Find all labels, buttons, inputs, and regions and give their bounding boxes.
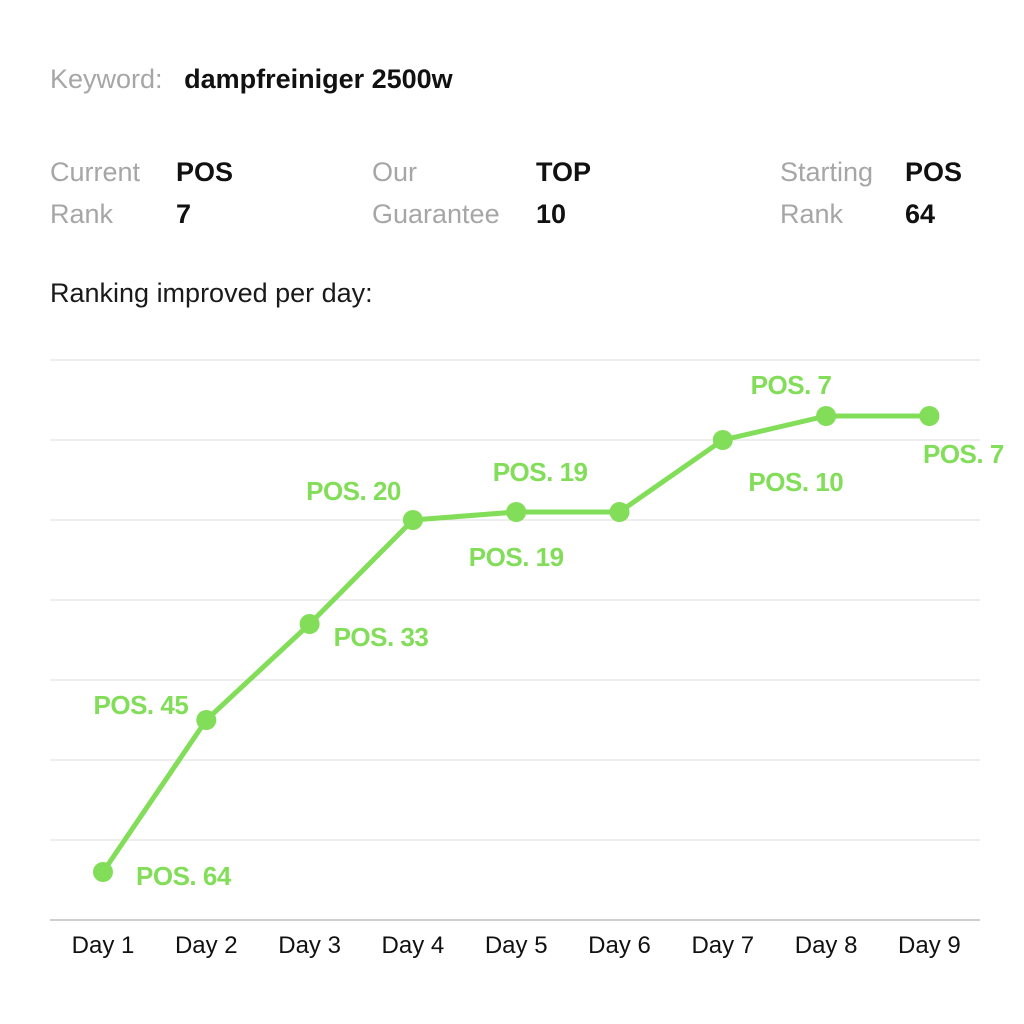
current-rank-label-line1: Current — [50, 157, 141, 187]
x-tick-label: Day 2 — [175, 932, 238, 959]
point-label: POS. 33 — [334, 622, 429, 652]
point-label: POS. 7 — [751, 370, 832, 400]
data-point — [712, 430, 733, 450]
guarantee-label-line2: Guarantee — [372, 199, 500, 229]
data-point — [196, 710, 217, 730]
x-tick-label: Day 4 — [382, 932, 445, 959]
point-label: POS. 20 — [306, 476, 401, 506]
keyword-row: Keyword: dampfreiniger 2500w — [50, 64, 453, 95]
data-point — [609, 502, 630, 522]
data-point — [816, 406, 837, 426]
data-point — [93, 862, 113, 882]
guarantee-value-line2: 10 — [536, 199, 567, 229]
data-point — [506, 502, 527, 522]
data-point — [919, 406, 940, 426]
current-rank-label-line2: Rank — [50, 199, 114, 229]
starting-rank-value-line2: 64 — [905, 199, 936, 229]
starting-rank-value-line1: POS — [905, 157, 963, 187]
current-rank-value-line2: 7 — [176, 199, 192, 229]
chart-subtitle: Ranking improved per day: — [50, 278, 373, 308]
point-label: POS. 19 — [469, 542, 564, 572]
keyword-value: dampfreiniger 2500w — [184, 64, 453, 94]
data-point — [299, 614, 320, 634]
guarantee-label-line1: Our — [372, 157, 418, 187]
ranking-series — [93, 406, 940, 882]
x-tick-label: Day 9 — [898, 932, 961, 959]
x-tick-label: Day 8 — [795, 932, 858, 959]
keyword-label: Keyword: — [50, 64, 163, 94]
x-tick-label: Day 7 — [691, 932, 754, 959]
point-label: POS. 64 — [136, 861, 232, 891]
point-labels: POS. 64 POS. 45 POS. 33 POS. 20 POS. 19 POS. … — [94, 370, 1005, 891]
x-axis-ticks: Day 1 Day 2 Day 3 Day 4 Day 5 Day 6 Day 7 Day 8… — [72, 932, 961, 959]
chart-gridlines — [50, 359, 980, 921]
point-label: POS. 19 — [493, 457, 588, 487]
x-tick-label: Day 1 — [72, 932, 135, 959]
starting-rank-label-line1: Starting — [780, 157, 874, 187]
data-point — [402, 510, 423, 530]
starting-rank-label-line2: Rank — [780, 199, 844, 229]
point-label: POS. 10 — [748, 467, 843, 497]
guarantee-value-line1: TOP — [536, 157, 592, 187]
current-rank-value-line1: POS — [176, 157, 234, 187]
point-label: POS. 7 — [923, 439, 1004, 469]
point-label: POS. 45 — [94, 690, 189, 720]
x-tick-label: Day 3 — [278, 932, 341, 959]
x-tick-label: Day 6 — [588, 932, 651, 959]
x-tick-label: Day 5 — [485, 932, 548, 959]
